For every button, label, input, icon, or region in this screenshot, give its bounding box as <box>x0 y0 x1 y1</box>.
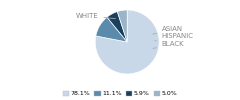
Text: HISPANIC: HISPANIC <box>155 33 194 41</box>
Wedge shape <box>117 10 127 42</box>
Legend: 78.1%, 11.1%, 5.9%, 5.0%: 78.1%, 11.1%, 5.9%, 5.0% <box>62 90 178 97</box>
Text: WHITE: WHITE <box>76 13 115 19</box>
Wedge shape <box>96 17 127 42</box>
Wedge shape <box>95 10 159 74</box>
Wedge shape <box>107 12 127 42</box>
Text: ASIAN: ASIAN <box>153 26 183 34</box>
Text: BLACK: BLACK <box>153 41 184 48</box>
